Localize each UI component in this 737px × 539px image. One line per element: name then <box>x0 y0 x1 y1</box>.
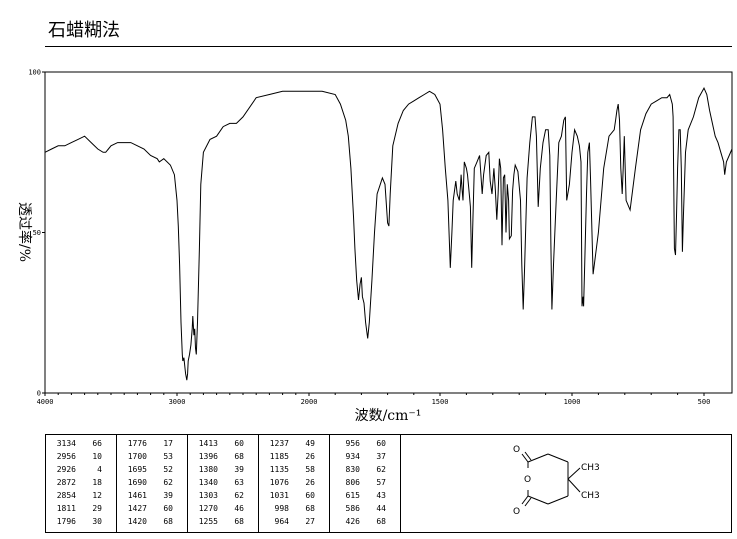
ir-spectrum-chart: 0 50 100 4000 3000 2000 1500 1000 500 透过率/% 波数/… <box>16 69 733 424</box>
peak-transmittance: 49 <box>305 439 315 448</box>
x-tick-label: 3000 <box>169 398 186 406</box>
peak-transmittance: 68 <box>234 452 244 461</box>
peak-transmittance: 26 <box>305 452 315 461</box>
peak-wavenumber: 1690 <box>127 478 147 487</box>
peak-wavenumber: 3134 <box>56 439 76 448</box>
peak-wavenumber: 426 <box>345 517 360 526</box>
peak-transmittance: 39 <box>163 491 173 500</box>
peak-transmittance: 37 <box>376 452 386 461</box>
peak-transmittance: 62 <box>376 465 386 474</box>
title-rule <box>45 46 732 47</box>
peak-table-column: 3134 66 2956 10 2926 4 2872 18 2854 12 1811 29 1796 3… <box>46 435 117 532</box>
peak-wavenumber: 2926 <box>56 465 76 474</box>
peak-wavenumber: 998 <box>274 504 289 513</box>
peak-transmittance: 60 <box>163 504 173 513</box>
peak-wavenumber: 2956 <box>56 452 76 461</box>
peak-transmittance: 29 <box>92 504 102 513</box>
peak-wavenumber: 1420 <box>127 517 147 526</box>
y-tick-label: 100 <box>28 69 41 77</box>
peak-wavenumber: 1700 <box>127 452 147 461</box>
x-tick-label: 2000 <box>301 398 318 406</box>
y-tick-label: 0 <box>37 390 41 398</box>
peak-wavenumber: 956 <box>345 439 360 448</box>
peak-wavenumber: 2872 <box>56 478 76 487</box>
methyl-label-top: CH3 <box>581 463 600 473</box>
peak-wavenumber: 1135 <box>269 465 289 474</box>
spectrum-line <box>44 86 733 381</box>
peak-transmittance: 63 <box>234 478 244 487</box>
peak-table-column: 1237 49 1185 26 1135 58 1076 26 1031 60 998 68 964 27 <box>259 435 330 532</box>
carbonyl-oxygen-top: O <box>513 445 520 455</box>
peak-wavenumber: 1255 <box>198 517 218 526</box>
page-title: 石蜡糊法 <box>48 20 120 41</box>
peak-transmittance: 68 <box>376 517 386 526</box>
peak-transmittance: 66 <box>92 439 102 448</box>
methyl-label-bottom: CH3 <box>581 491 600 501</box>
peak-wavenumber: 1237 <box>269 439 289 448</box>
peak-transmittance: 10 <box>92 452 102 461</box>
peak-wavenumber: 586 <box>345 504 360 513</box>
ring-oxygen: O <box>524 475 531 485</box>
plot-frame <box>44 71 733 394</box>
peak-transmittance: 27 <box>305 517 315 526</box>
peak-wavenumber: 1340 <box>198 478 218 487</box>
peak-transmittance: 4 <box>97 465 102 474</box>
peak-wavenumber: 1076 <box>269 478 289 487</box>
peak-table-column: 956 60 934 37 830 62 806 57 615 43 586 44 426 68 <box>330 435 401 532</box>
x-tick-label: 500 <box>698 398 711 406</box>
peak-transmittance: 46 <box>234 504 244 513</box>
peak-transmittance: 30 <box>92 517 102 526</box>
peak-transmittance: 60 <box>376 439 386 448</box>
peak-transmittance: 60 <box>305 491 315 500</box>
x-tick-label: 4000 <box>37 398 54 406</box>
y-axis-title: 透过率/% <box>16 202 33 262</box>
molecule-structure: O O O CH3 CH3 <box>513 445 600 517</box>
peak-table-column: 1413 60 1396 68 1380 39 1340 63 1303 62 1270 46 1255… <box>188 435 259 532</box>
peak-transmittance: 60 <box>234 439 244 448</box>
carbonyl-oxygen-bottom: O <box>513 507 520 517</box>
peak-wavenumber: 1811 <box>56 504 76 513</box>
peak-transmittance: 68 <box>234 517 244 526</box>
peak-transmittance: 68 <box>305 504 315 513</box>
peak-wavenumber: 1427 <box>127 504 147 513</box>
peak-wavenumber: 934 <box>345 452 360 461</box>
peak-transmittance: 43 <box>376 491 386 500</box>
peak-table-column: 1776 17 1700 53 1695 52 1690 62 1461 39 1427 60 1420… <box>117 435 188 532</box>
peak-wavenumber: 830 <box>345 465 360 474</box>
peak-table: 3134 66 2956 10 2926 4 2872 18 2854 12 1811 29 1796 3… <box>45 434 732 533</box>
peak-transmittance: 18 <box>92 478 102 487</box>
peak-wavenumber: 1270 <box>198 504 218 513</box>
peak-transmittance: 68 <box>163 517 173 526</box>
peak-transmittance: 44 <box>376 504 386 513</box>
peak-wavenumber: 1303 <box>198 491 218 500</box>
x-axis-ticks: 4000 3000 2000 1500 1000 500 <box>37 393 711 406</box>
peak-wavenumber: 615 <box>345 491 360 500</box>
peak-transmittance: 62 <box>163 478 173 487</box>
peak-wavenumber: 964 <box>274 517 289 526</box>
peak-wavenumber: 1796 <box>56 517 76 526</box>
peak-wavenumber: 1413 <box>198 439 218 448</box>
peak-wavenumber: 2854 <box>56 491 76 500</box>
x-tick-label: 1000 <box>564 398 581 406</box>
peak-wavenumber: 1695 <box>127 465 147 474</box>
peak-transmittance: 26 <box>305 478 315 487</box>
peak-wavenumber: 1185 <box>269 452 289 461</box>
peak-wavenumber: 806 <box>345 478 360 487</box>
peak-transmittance: 57 <box>376 478 386 487</box>
x-tick-label: 1500 <box>432 398 449 406</box>
peak-transmittance: 52 <box>163 465 173 474</box>
peak-wavenumber: 1031 <box>269 491 289 500</box>
y-tick-label: 50 <box>33 229 41 237</box>
peak-wavenumber: 1461 <box>127 491 147 500</box>
peak-transmittance: 17 <box>163 439 173 448</box>
x-axis-title: 波数/cm⁻¹ <box>355 408 422 424</box>
peak-transmittance: 39 <box>234 465 244 474</box>
peak-transmittance: 53 <box>163 452 173 461</box>
peak-transmittance: 58 <box>305 465 315 474</box>
peak-wavenumber: 1380 <box>198 465 218 474</box>
peak-transmittance: 62 <box>234 491 244 500</box>
peak-wavenumber: 1396 <box>198 452 218 461</box>
peak-wavenumber: 1776 <box>127 439 147 448</box>
peak-transmittance: 12 <box>92 491 102 500</box>
